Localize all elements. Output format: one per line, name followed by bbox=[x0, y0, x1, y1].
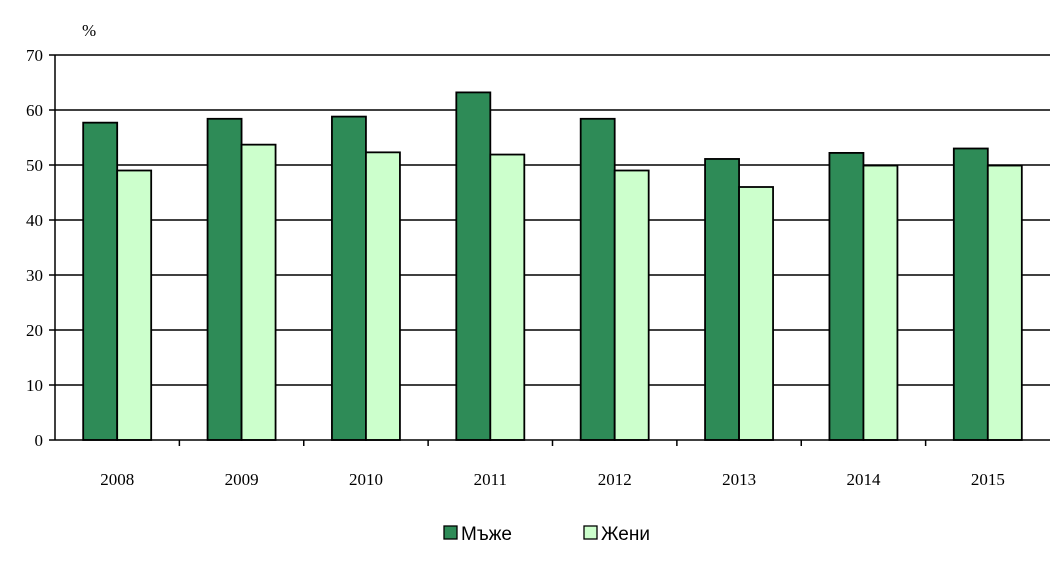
legend-label: Жени bbox=[601, 524, 650, 545]
bar-series-1 bbox=[82, 121, 119, 441]
bar-series-2 bbox=[986, 164, 1023, 441]
bar-series-2 bbox=[240, 143, 277, 441]
y-tick-label: 30 bbox=[26, 266, 43, 285]
bar-series-1 bbox=[331, 115, 367, 441]
bar-series-2 bbox=[738, 186, 774, 441]
bar-series-1 bbox=[704, 158, 740, 441]
bar-series-2 bbox=[365, 151, 401, 441]
y-tick-label: 50 bbox=[26, 156, 43, 175]
bar-series-1 bbox=[455, 91, 492, 441]
bar-series-1 bbox=[206, 117, 243, 441]
x-tick-label: 2013 bbox=[722, 470, 756, 489]
bar-series-1 bbox=[952, 147, 989, 441]
x-tick-label: 2010 bbox=[349, 470, 383, 489]
x-tick-label: 2011 bbox=[474, 470, 507, 489]
legend-swatch bbox=[583, 525, 598, 540]
legend-swatch bbox=[443, 525, 458, 540]
bar-series-2 bbox=[116, 169, 153, 441]
y-tick-label: 70 bbox=[26, 46, 43, 65]
axes bbox=[49, 54, 1050, 446]
y-tick-label: 20 bbox=[26, 321, 43, 340]
x-tick-label: 2012 bbox=[598, 470, 632, 489]
legend: Мъже Жени bbox=[443, 524, 650, 545]
gridlines bbox=[55, 54, 1050, 386]
x-tick-label: 2015 bbox=[971, 470, 1005, 489]
bar-series-1 bbox=[828, 151, 865, 441]
legend-label: Мъже bbox=[461, 524, 512, 545]
y-tick-label: 60 bbox=[26, 101, 43, 120]
x-tick-labels: 2008 2009 2010 2011 2012 2013 2014 2015 bbox=[100, 470, 1005, 489]
bar-series-1 bbox=[579, 117, 616, 441]
bars bbox=[82, 91, 1023, 441]
y-tick-label: 40 bbox=[26, 211, 43, 230]
bar-series-2 bbox=[862, 164, 899, 441]
x-tick-label: 2014 bbox=[846, 470, 881, 489]
y-tick-label: 0 bbox=[35, 431, 44, 450]
bar-series-2 bbox=[489, 153, 526, 441]
bar-series-2 bbox=[613, 169, 650, 441]
y-axis-unit-label: % bbox=[82, 21, 96, 40]
x-tick-label: 2009 bbox=[225, 470, 259, 489]
x-tick-label: 2008 bbox=[100, 470, 134, 489]
y-tick-labels: 0 10 20 30 40 50 60 70 bbox=[26, 46, 43, 450]
y-tick-label: 10 bbox=[26, 376, 43, 395]
